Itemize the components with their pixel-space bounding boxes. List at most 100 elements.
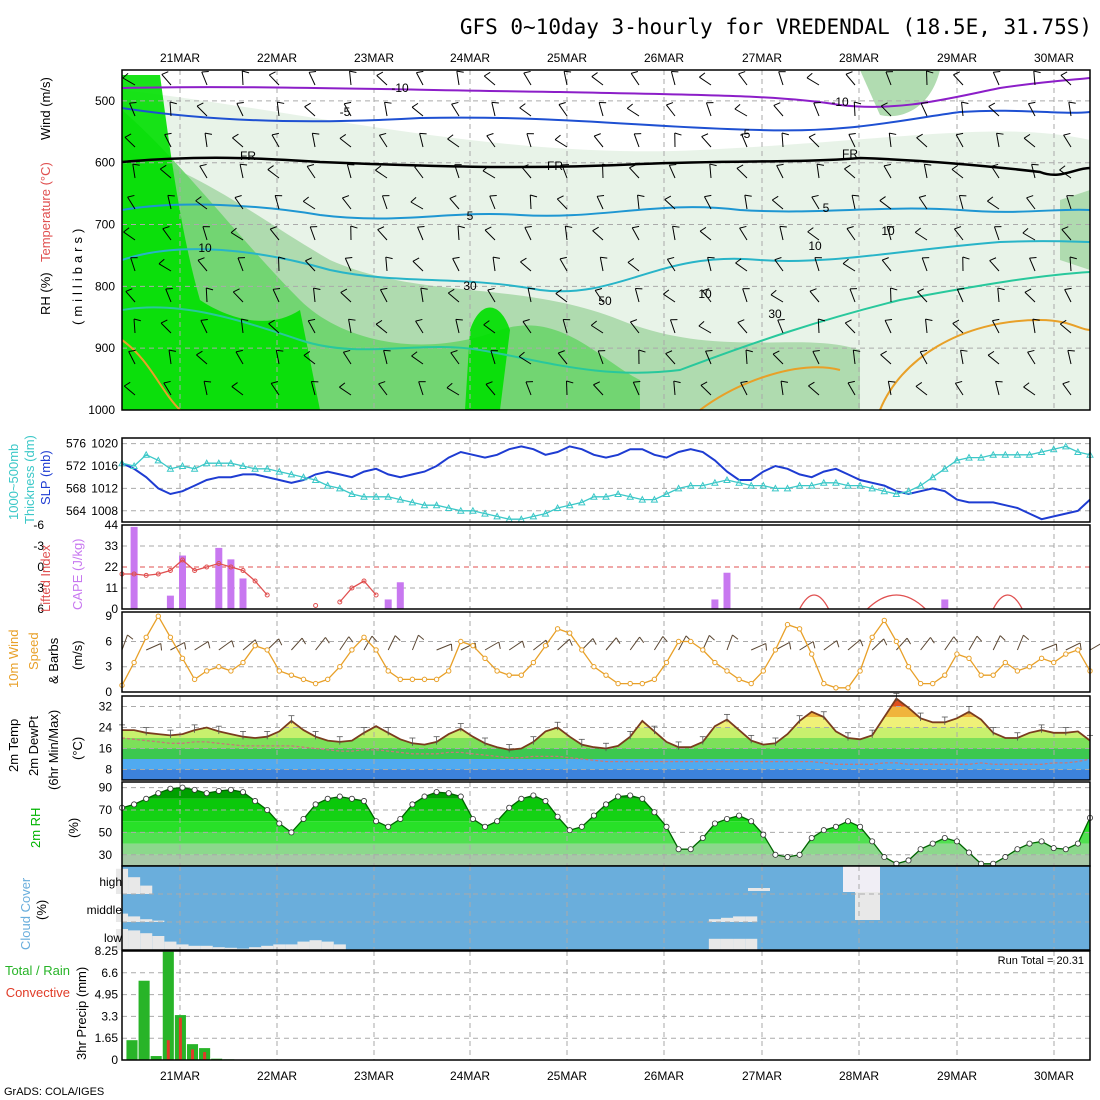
panel-frame xyxy=(121,695,1091,781)
rh2m-point xyxy=(845,818,852,825)
wind-barb xyxy=(598,102,604,117)
wind-barb xyxy=(799,641,814,651)
wind-barb-flag xyxy=(702,288,710,292)
ylabel-wind10-3: & Barbs xyxy=(46,637,61,684)
wind-barb xyxy=(770,294,784,303)
wind-barb xyxy=(564,226,568,241)
wind-barb-flag xyxy=(600,256,608,259)
wind-barb-flag xyxy=(627,258,635,263)
thickness-point xyxy=(916,481,925,489)
thickness-point xyxy=(456,506,465,514)
wind-barb xyxy=(1026,197,1036,210)
contour-label: FR xyxy=(547,159,563,173)
rh2m-point xyxy=(397,815,404,822)
wind-barb xyxy=(341,197,352,210)
wind-barb-flag xyxy=(410,196,417,203)
wind-barb xyxy=(232,137,244,148)
slp-thickness-panel: 576 572 568 564 1020 1016 1012 1008 xyxy=(66,437,1094,523)
wind-barb-flag xyxy=(349,70,357,74)
wind-barb xyxy=(167,195,172,210)
thickness-point xyxy=(287,470,296,478)
wind-barb xyxy=(563,71,568,86)
wind-barb-flag xyxy=(308,318,316,322)
wind10-point xyxy=(276,668,282,674)
cape-bar xyxy=(239,578,247,609)
temp-tick: 24 xyxy=(99,721,113,735)
wind-barb-flag xyxy=(735,258,742,264)
wind-barb xyxy=(559,258,568,272)
rh-ylabels: 2m RH (%) xyxy=(28,808,81,848)
lifted-point xyxy=(264,592,270,598)
thickness-point xyxy=(396,495,405,503)
wind10-point xyxy=(796,626,803,632)
wind-barb-flag xyxy=(956,132,964,136)
rh-tick: 30 xyxy=(99,848,113,862)
contour-label: -5 xyxy=(340,105,351,119)
wind-barb xyxy=(951,168,964,179)
wind-barb xyxy=(777,319,784,334)
wind-barb xyxy=(669,319,676,334)
thickness-point xyxy=(311,475,320,483)
wind-barb-flag xyxy=(1033,70,1041,74)
wind-barb-flag xyxy=(1069,256,1077,260)
wind-barb xyxy=(637,195,640,210)
wind-barb xyxy=(267,169,280,179)
rh2m-point xyxy=(252,798,259,805)
wind-barb-flag xyxy=(709,163,717,167)
wind-barb-flag xyxy=(160,643,163,651)
wind-barb xyxy=(914,231,928,241)
wind-barb-flag xyxy=(378,381,386,385)
contour-label: -10 xyxy=(831,95,849,109)
wind-barb-flag xyxy=(962,256,970,260)
ylabel-cloud-unit: (%) xyxy=(34,900,49,920)
wind-barb xyxy=(954,382,964,396)
wind-barb xyxy=(987,200,1000,210)
thickness-point xyxy=(904,487,913,495)
bottom-date-label: 30MAR xyxy=(1034,1069,1074,1083)
wind-barb-flag xyxy=(630,319,638,323)
wind-barb xyxy=(670,71,676,86)
thickness-point xyxy=(432,501,441,509)
wind-barb xyxy=(349,71,352,86)
wind-barb xyxy=(726,634,733,651)
rh2m-point xyxy=(832,823,839,830)
run-total-label: Run Total = 20.31 xyxy=(998,955,1084,967)
wind-barb-flag xyxy=(1027,349,1035,353)
thickness-point xyxy=(444,503,453,511)
rh2m-point xyxy=(506,804,513,811)
thickness-point xyxy=(1074,447,1082,455)
temp-ylabels: 2m Temp 2m DewPt (6hr Min/Max) (°C) xyxy=(6,710,85,790)
wind-barb xyxy=(529,194,532,210)
precip-tick: 8.25 xyxy=(95,944,119,958)
wind-barb-flag xyxy=(736,164,744,169)
wind-barb xyxy=(307,320,316,334)
wind10-point xyxy=(458,638,464,645)
cape-tick: 33 xyxy=(105,539,119,553)
ylabel-temp2m-3: (6hr Min/Max) xyxy=(46,710,61,790)
wind-barb xyxy=(450,352,460,365)
rh2m-point xyxy=(373,818,380,825)
wind-barb-flag xyxy=(231,640,235,648)
wind-barb-flag xyxy=(523,70,531,74)
rh-shade xyxy=(860,70,940,117)
wind-barb xyxy=(990,165,1000,179)
lifted-index-bump xyxy=(866,594,926,610)
wind-barb-flag xyxy=(591,72,598,77)
wind-barb xyxy=(125,291,136,303)
legend-precip-total: Total / Rain xyxy=(5,963,70,978)
wind-barb xyxy=(343,103,352,117)
wind10-point xyxy=(700,647,706,653)
thickness-point xyxy=(880,487,889,495)
wind10-point xyxy=(1002,659,1008,666)
wind10-point xyxy=(349,647,355,653)
wind-barb xyxy=(740,382,748,396)
rh2m-point xyxy=(651,809,658,816)
wind-barb xyxy=(923,164,928,179)
lifted-point xyxy=(252,578,258,584)
wind-barb xyxy=(1029,257,1036,272)
rh2m-point xyxy=(699,835,706,842)
slp-tick: 1020 xyxy=(91,437,118,451)
rh2m-point xyxy=(953,838,960,845)
ylabel-thickness-1: 1000~500mb xyxy=(6,444,21,520)
wind-barb xyxy=(888,133,892,148)
